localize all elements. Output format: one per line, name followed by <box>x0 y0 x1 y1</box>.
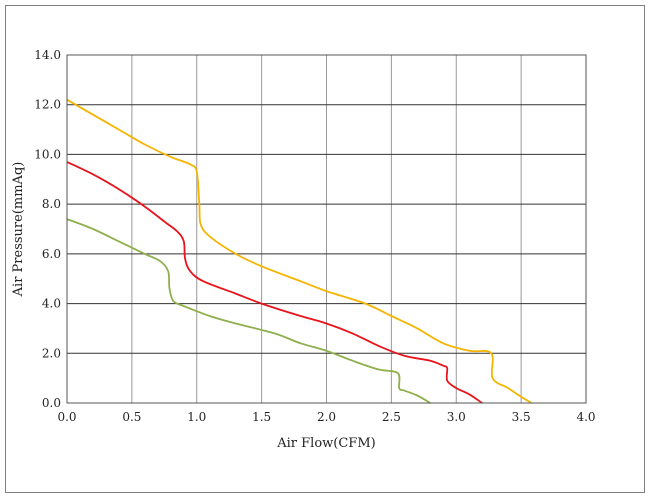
y-tick-label: 6.0 <box>42 247 61 261</box>
y-tick-label: 12.0 <box>34 98 61 112</box>
series-lines <box>66 98 532 404</box>
x-tick-label: 4.0 <box>576 410 595 424</box>
series-line-1 <box>66 98 532 404</box>
series-line-2 <box>66 161 483 404</box>
y-tick-labels: 0.0 2.0 4.0 6.0 8.0 10.0 12.0 14.0 <box>34 48 61 410</box>
y-tick-label: 8.0 <box>42 197 61 211</box>
plot-border <box>66 54 587 404</box>
x-axis-label: Air Flow(CFM) <box>276 436 375 451</box>
y-axis-label: Air Pressure(mmAq) <box>11 162 26 298</box>
x-tick-label: 1.5 <box>252 410 271 424</box>
x-tick-label: 1.0 <box>187 410 206 424</box>
x-tick-label: 3.0 <box>447 410 466 424</box>
x-tick-label: 2.0 <box>317 410 336 424</box>
grid <box>67 55 586 403</box>
x-tick-label: 0.5 <box>122 410 141 424</box>
x-tick-label: 3.5 <box>512 410 531 424</box>
y-tick-label: 2.0 <box>42 346 61 360</box>
x-tick-label: 0.0 <box>57 410 76 424</box>
x-tick-label: 2.5 <box>382 410 401 424</box>
chart-frame <box>5 5 645 493</box>
series-line-3 <box>66 218 431 404</box>
y-tick-label: 10.0 <box>34 147 61 161</box>
y-tick-label: 0.0 <box>42 396 61 410</box>
y-tick-label: 14.0 <box>34 48 61 62</box>
y-tick-label: 4.0 <box>42 297 61 311</box>
x-tick-labels: 0.0 0.5 1.0 1.5 2.0 2.5 3.0 3.5 4.0 <box>57 410 595 424</box>
